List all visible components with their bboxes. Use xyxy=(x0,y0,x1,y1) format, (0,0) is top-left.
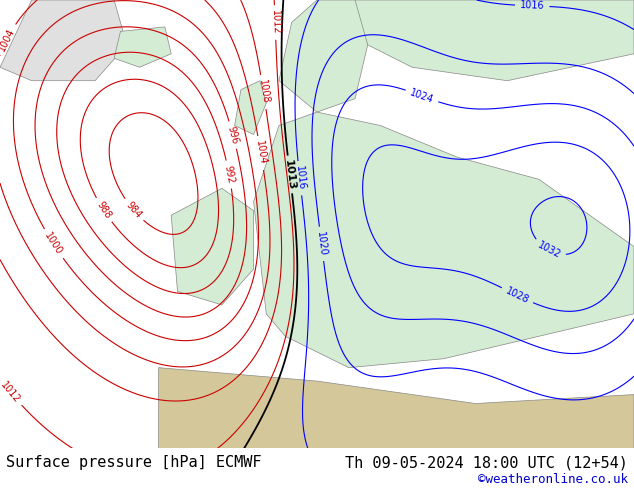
Polygon shape xyxy=(279,0,368,112)
Text: 1004: 1004 xyxy=(0,26,17,52)
Polygon shape xyxy=(355,0,634,81)
Text: 1032: 1032 xyxy=(536,240,562,261)
Polygon shape xyxy=(114,27,171,67)
Polygon shape xyxy=(171,188,254,305)
Text: Th 09-05-2024 18:00 UTC (12+54): Th 09-05-2024 18:00 UTC (12+54) xyxy=(345,455,628,470)
Text: 988: 988 xyxy=(94,199,113,220)
Polygon shape xyxy=(235,81,266,135)
Polygon shape xyxy=(254,112,634,368)
Text: 984: 984 xyxy=(124,200,143,220)
Text: 1004: 1004 xyxy=(254,140,268,166)
Text: 992: 992 xyxy=(223,165,236,184)
Polygon shape xyxy=(158,368,634,448)
Text: Surface pressure [hPa] ECMWF: Surface pressure [hPa] ECMWF xyxy=(6,455,262,470)
Text: 996: 996 xyxy=(226,125,240,145)
Text: 1016: 1016 xyxy=(520,0,545,11)
Text: 1000: 1000 xyxy=(42,231,64,257)
Text: 1028: 1028 xyxy=(504,286,531,305)
Text: ©weatheronline.co.uk: ©weatheronline.co.uk xyxy=(477,473,628,486)
Polygon shape xyxy=(0,0,127,81)
Text: 1012: 1012 xyxy=(0,379,22,405)
Text: 1013: 1013 xyxy=(283,159,297,190)
Text: 1012: 1012 xyxy=(269,10,281,35)
Text: 1024: 1024 xyxy=(409,87,435,105)
Text: 1020: 1020 xyxy=(315,231,328,257)
Text: 1008: 1008 xyxy=(257,79,270,105)
Text: 1016: 1016 xyxy=(294,166,306,191)
